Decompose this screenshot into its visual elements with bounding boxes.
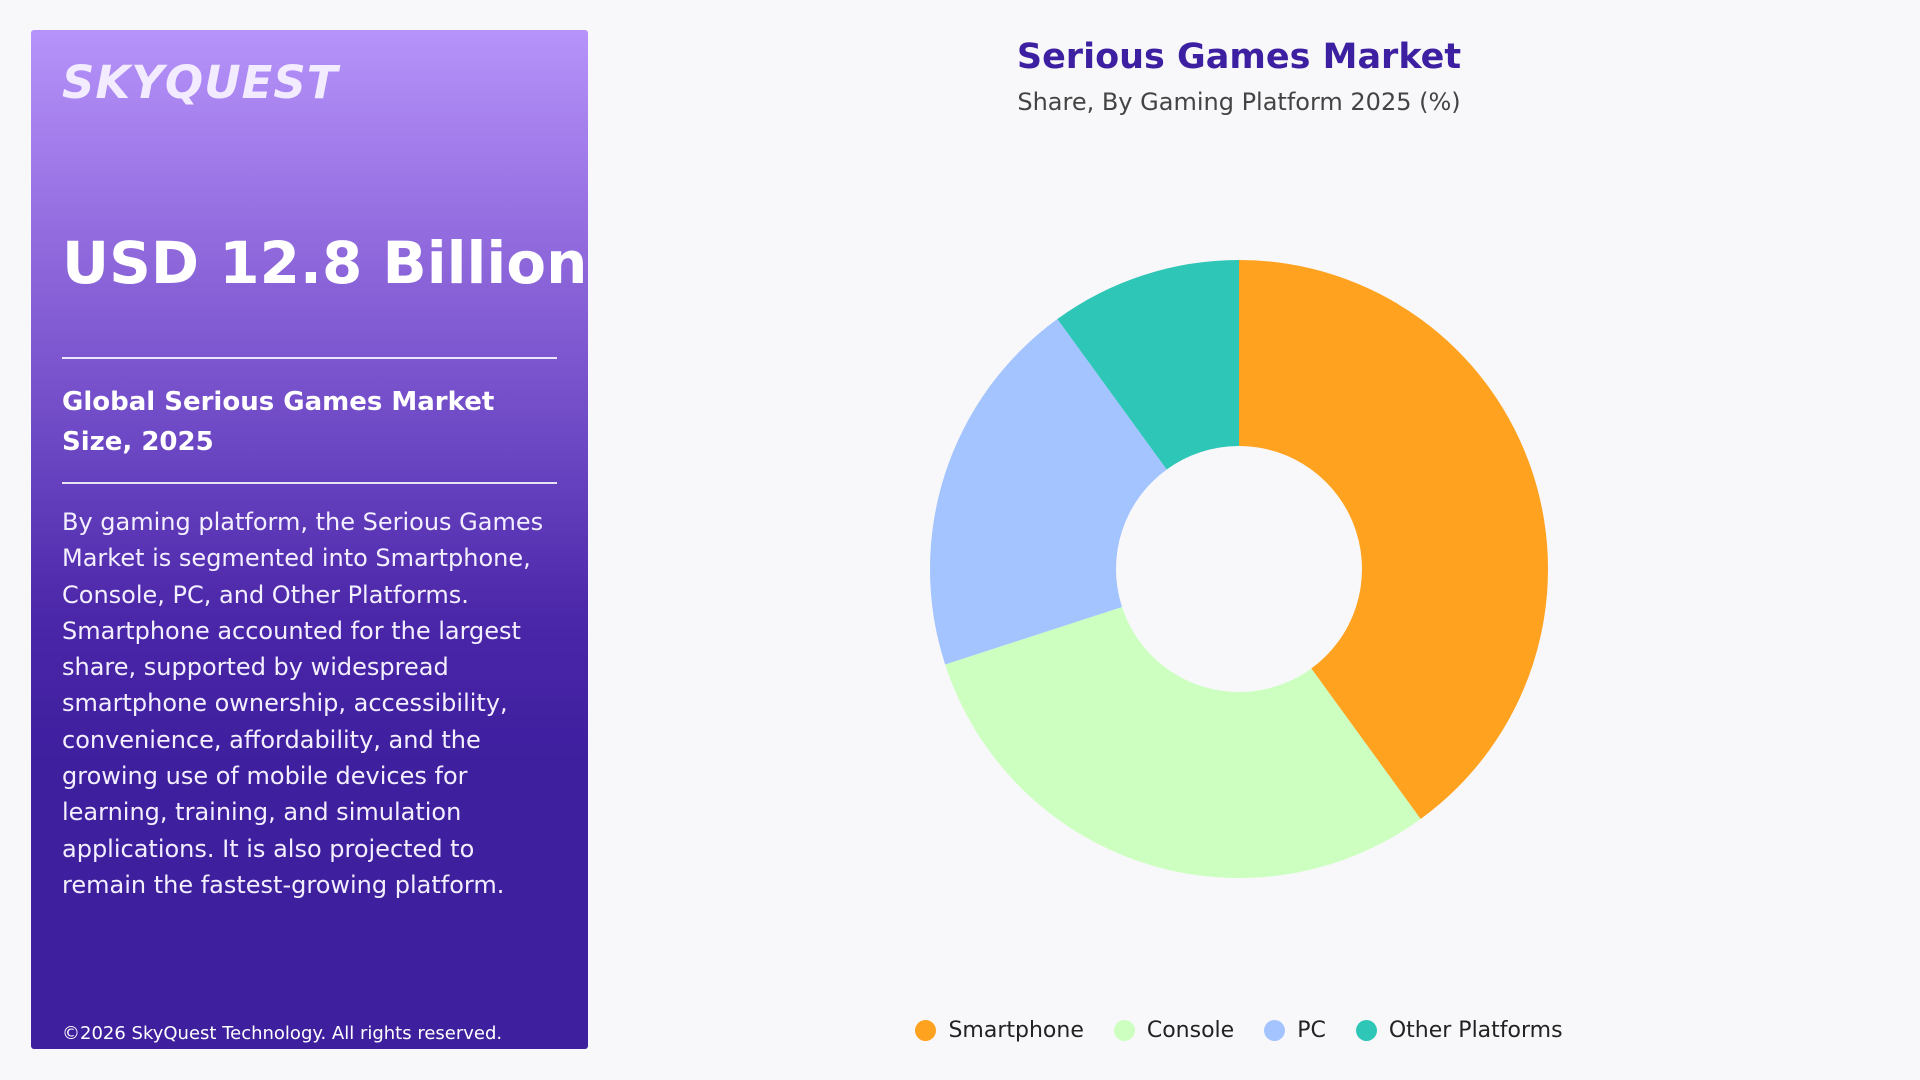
summary-panel: SKYQUEST USD 12.8 Billion Global Serious… [31, 30, 588, 1049]
legend-item-pc[interactable]: PC [1264, 1018, 1326, 1043]
legend-swatch-console [1113, 1020, 1135, 1041]
chart-title: Serious Games Market [1016, 37, 1462, 77]
copyright-notice: ©2026 SkyQuest Technology. All rights re… [62, 1023, 503, 1044]
donut-slice-pc[interactable] [930, 319, 1167, 665]
legend-item-console[interactable]: Console [1113, 1018, 1235, 1043]
legend-swatch-pc [1264, 1020, 1286, 1041]
skyquest-logo: SKYQUEST [62, 56, 339, 109]
market-size-label: Global Serious Games Market Size, 2025 [62, 387, 495, 457]
donut-slice-smartphone[interactable] [1239, 260, 1548, 819]
legend-label-console: Console [1146, 1018, 1235, 1043]
legend-item-smartphone[interactable]: Smartphone [915, 1018, 1084, 1043]
legend-label-smartphone: Smartphone [948, 1018, 1084, 1043]
legend-item-other-platforms[interactable]: Other Platforms [1355, 1018, 1563, 1043]
divider-bottom [62, 482, 557, 484]
donut-slice-other-platforms[interactable] [1057, 260, 1239, 470]
legend-swatch-other-platforms [1355, 1020, 1377, 1041]
donut-slice-console[interactable] [945, 607, 1421, 879]
legend-label-pc: PC [1297, 1018, 1326, 1043]
divider-top [62, 357, 557, 359]
segment-description: By gaming platform, the Serious Games Ma… [62, 508, 544, 899]
legend-swatch-smartphone [915, 1020, 937, 1041]
chart-subtitle: Share, By Gaming Platform 2025 (%) [1017, 88, 1461, 116]
legend-label-other-platforms: Other Platforms [1388, 1018, 1563, 1043]
chart-legend: Smartphone Console PC Other Platforms [639, 1018, 1839, 1043]
market-size-value: USD 12.8 Billion [62, 229, 588, 297]
